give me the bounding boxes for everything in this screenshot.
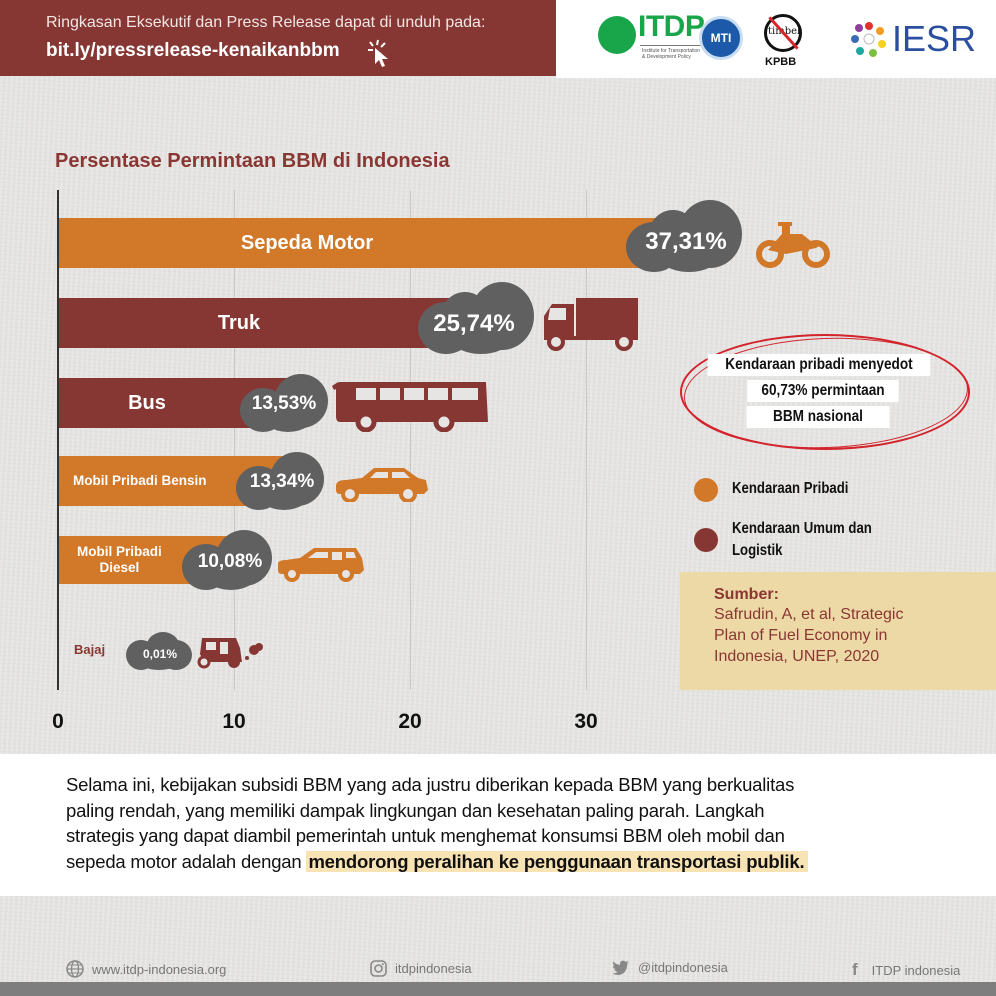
legend-label-line1: Kendaraan Umum dan (732, 520, 872, 537)
bus-icon (332, 382, 488, 432)
motorcycle-icon (756, 222, 830, 268)
source-line1: Safrudin, A, et al, Strategic (714, 606, 904, 623)
source-box: Sumber: Safrudin, A, et al, Strategic Pl… (680, 572, 996, 690)
footer-instagram[interactable]: itdpindonesia (370, 960, 472, 977)
footer-twitter[interactable]: @itdpindonesia (612, 960, 728, 975)
value-cloud: 13,34% (236, 452, 328, 510)
itdp-logo-text: ITDP (638, 10, 705, 43)
gridline-30 (586, 190, 587, 690)
sedan-icon (336, 468, 428, 502)
legend-label: Kendaraan Umum dan Logistik (732, 518, 872, 562)
instagram-handle: itdpindonesia (395, 961, 472, 976)
text-panel: Selama ini, kebijakan subsidi BBM yang a… (0, 754, 996, 896)
x-tick-0: 0 (52, 710, 64, 733)
legend-dot-orange-icon (694, 478, 718, 502)
header-intro-text: Ringkasan Eksekutif dan Press Release da… (46, 14, 486, 31)
callout-annotation: Kendaraan pribadi menyedot 60,73% permin… (678, 332, 974, 454)
paragraph-line2: paling rendah, yang memiliki dampak ling… (66, 799, 765, 821)
iesr-logo-text: IESR (892, 18, 977, 59)
legend-item-public: Kendaraan Umum dan Logistik (694, 518, 897, 562)
chart-title: Persentase Permintaan BBM di Indonesia (55, 150, 450, 172)
bar-label-bajaj: Bajaj (74, 642, 106, 657)
value-cloud: 10,08% (182, 530, 276, 590)
itdp-subtitle-line2: & Development Policy (642, 54, 691, 60)
bar-value: 13,34% (249, 471, 315, 492)
bar-value: 25,74% (433, 310, 515, 337)
click-cursor-icon (368, 39, 388, 67)
value-cloud: 13,53% (240, 374, 332, 432)
globe-icon (66, 960, 84, 978)
bar-label: Bus (128, 391, 166, 414)
source-line3: Indonesia, UNEP, 2020 (714, 648, 880, 665)
body-paragraph: Selama ini, kebijakan subsidi BBM yang a… (66, 772, 966, 874)
press-release-link[interactable]: bit.ly/pressrelease-kenaikanbbm (46, 40, 340, 61)
bar-label-line2: Diesel (99, 560, 140, 575)
legend-label-line2: Logistik (732, 542, 783, 559)
bar-value: 0,01% (142, 647, 178, 661)
bar-value: 37,31% (645, 228, 727, 255)
website-text: www.itdp-indonesia.org (92, 961, 227, 977)
partner-logos: ITDP Institute for Transportation & Deve… (556, 0, 996, 78)
x-tick-10: 10 (222, 710, 246, 733)
callout-line3: BBM nasional (746, 406, 890, 428)
paragraph-line4-plain: sepeda motor adalah dengan (66, 850, 307, 872)
highlighted-text: mendorong peralihan ke penggunaan transp… (306, 850, 809, 872)
footer-facebook[interactable]: f ITDP indonesia (852, 960, 960, 980)
x-tick-20: 20 (398, 710, 422, 733)
kpbb-logo-text: KPBB (765, 56, 797, 68)
bar-label: Mobil Pribadi Diesel (77, 544, 162, 575)
twitter-handle: @itdpindonesia (638, 960, 728, 975)
paragraph-line1: Selama ini, kebijakan subsidi BBM yang a… (66, 774, 795, 795)
value-cloud: 37,31% (626, 200, 750, 272)
legend-label: Kendaraan Pribadi (732, 480, 849, 497)
twitter-icon (612, 960, 629, 975)
y-axis-line (57, 190, 59, 690)
facebook-icon: f (852, 960, 858, 979)
gridline-10 (234, 190, 235, 690)
value-cloud: 25,74% (418, 282, 542, 354)
instagram-icon (370, 960, 387, 977)
kpbb-logo-circle (764, 14, 802, 52)
callout-line1: Kendaraan pribadi menyedot (707, 354, 931, 376)
facebook-name: ITDP indonesia (871, 962, 961, 978)
x-tick-30: 30 (574, 710, 598, 733)
itdp-divider (640, 45, 708, 46)
paragraph-line4: sepeda motor adalah dengan mendorong per… (66, 849, 966, 875)
footer-website[interactable]: www.itdp-indonesia.org (66, 960, 226, 978)
footer: www.itdp-indonesia.org itdpindonesia @it… (0, 960, 996, 982)
bar-label: Sepeda Motor (240, 231, 374, 254)
itdp-logo-icon (598, 16, 636, 54)
source-title: Sumber: (714, 586, 779, 603)
bottom-bar (0, 982, 996, 996)
suv-icon (278, 548, 364, 582)
red-ellipse-outline (680, 334, 970, 450)
bar-label: Mobil Pribadi Bensin (73, 473, 207, 489)
callout-line2: 60,73% permintaan (747, 380, 899, 402)
legend-item-private: Kendaraan Pribadi (694, 478, 869, 502)
itdp-subtitle: Institute for Transportation & Developme… (642, 48, 712, 60)
iesr-flower-icon (851, 22, 886, 57)
gridline-20 (410, 190, 411, 690)
mti-logo: MTI (699, 16, 743, 60)
bar-sepeda-motor: Sepeda Motor (59, 218, 695, 268)
bar-label-line1: Mobil Pribadi (77, 544, 162, 560)
truck-icon (544, 298, 638, 351)
bar-value: 13,53% (251, 393, 317, 414)
header-banner: Ringkasan Eksekutif dan Press Release da… (0, 0, 556, 76)
bar-label: Truk (217, 311, 261, 334)
value-cloud: 0,01% (126, 632, 192, 670)
legend-dot-maroon-icon (694, 528, 718, 552)
bar-value: 10,08% (197, 551, 263, 572)
bajaj-icon (197, 638, 263, 669)
itdp-subtitle-line1: Institute for Transportation (642, 48, 701, 54)
paragraph-line3: strategis yang dapat diambil pemerintah … (66, 825, 785, 846)
source-line2: Plan of Fuel Economy in (714, 627, 888, 644)
